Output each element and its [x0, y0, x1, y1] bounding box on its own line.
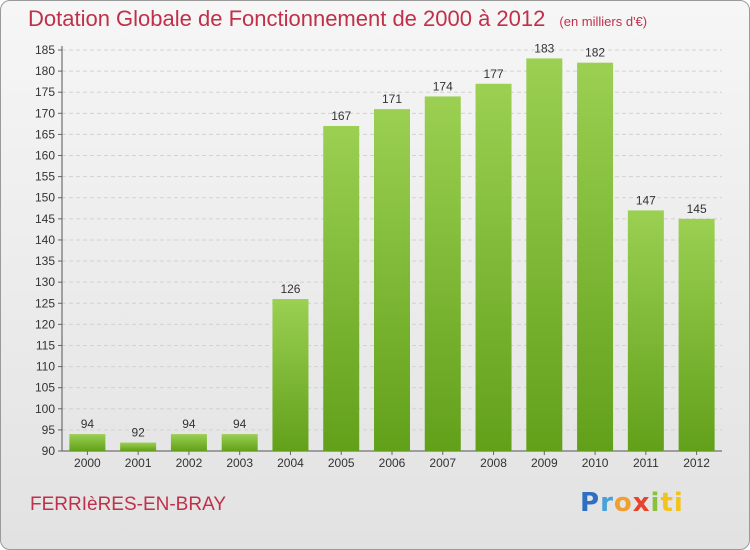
- y-tick-label: 180: [35, 64, 55, 78]
- bar: [323, 125, 360, 452]
- bar: [627, 210, 664, 451]
- y-tick-label: 160: [35, 149, 55, 163]
- bar: [678, 218, 715, 451]
- bar: [272, 299, 309, 451]
- bar: [221, 434, 258, 451]
- y-tick-label: 185: [35, 43, 55, 57]
- y-tick-label: 130: [35, 275, 55, 289]
- y-tick-label: 150: [35, 191, 55, 205]
- bar: [374, 109, 410, 452]
- y-tick-label: 170: [35, 106, 55, 120]
- data-label: 147: [636, 193, 656, 207]
- bar: [120, 442, 157, 451]
- logo-letter: x: [632, 488, 651, 518]
- y-tick-label: 90: [42, 444, 56, 458]
- y-tick-label: 135: [35, 254, 55, 268]
- x-tick-label: 2001: [125, 456, 152, 470]
- x-tick-labels: 2000 2001 2002 2003 2004 2005 2006 2007 2008 2009…: [74, 451, 710, 470]
- x-tick-label: 2008: [480, 456, 507, 470]
- logo-letter: i: [650, 488, 661, 518]
- bar: [170, 434, 207, 451]
- x-tick-label: 2006: [379, 456, 406, 470]
- x-tick-label: 2010: [582, 456, 609, 470]
- data-labels: 94 92 94 94 126 167 171 174 177 183 182 147 145: [81, 41, 707, 439]
- proxiti-logo: Proxiti: [580, 488, 684, 518]
- data-label: 183: [534, 41, 554, 55]
- bar: [475, 83, 512, 451]
- data-label: 94: [182, 417, 196, 431]
- y-tick-label: 145: [35, 212, 55, 226]
- y-tick-labels: 90 95 100 105 110 115 120 125 130 135 140 145 150 155…: [35, 43, 55, 458]
- bars: [69, 58, 715, 452]
- data-label: 182: [585, 46, 605, 60]
- x-tick-label: 2007: [429, 456, 456, 470]
- x-tick-label: 2002: [176, 456, 203, 470]
- y-tick-label: 175: [35, 85, 55, 99]
- y-tick-label: 140: [35, 233, 55, 247]
- logo-letter: ti: [660, 488, 684, 518]
- x-tick-label: 2003: [226, 456, 253, 470]
- y-tick-label: 165: [35, 127, 55, 141]
- data-label: 92: [131, 426, 145, 440]
- logo-letter: o: [613, 488, 633, 518]
- y-tick-label: 110: [36, 360, 55, 374]
- bar: [69, 434, 106, 451]
- x-tick-label: 2005: [328, 456, 355, 470]
- y-tick-label: 95: [42, 423, 56, 437]
- logo-letter: r: [600, 488, 614, 518]
- y-tick-label: 120: [35, 317, 55, 331]
- data-label: 174: [433, 79, 453, 93]
- x-tick-label: 2012: [683, 456, 710, 470]
- y-tick-label: 115: [36, 338, 55, 352]
- bar: [577, 62, 614, 452]
- bar: [526, 58, 563, 451]
- chart-title: Dotation Globale de Fonctionnement de 20…: [28, 6, 647, 32]
- y-tick-label: 125: [35, 296, 55, 310]
- x-tick-label: 2000: [74, 456, 101, 470]
- data-label: 177: [484, 67, 504, 81]
- data-label: 94: [233, 417, 247, 431]
- unit-label: (en milliers d'€): [559, 14, 648, 29]
- data-label: 126: [280, 282, 300, 296]
- y-tick-label: 100: [35, 402, 55, 416]
- bar: [424, 96, 461, 451]
- data-label: 94: [81, 417, 95, 431]
- x-tick-label: 2009: [531, 456, 558, 470]
- x-tick-label: 2004: [277, 456, 304, 470]
- data-label: 167: [331, 109, 351, 123]
- title-text: Dotation Globale de Fonctionnement de 20…: [28, 6, 546, 31]
- data-label: 145: [687, 202, 707, 216]
- y-tick-label: 105: [35, 381, 55, 395]
- y-tick-label: 155: [35, 170, 55, 184]
- commune-name: FERRIèRES-EN-BRAY: [30, 494, 227, 515]
- x-tick-label: 2011: [633, 456, 659, 470]
- data-label: 171: [382, 92, 402, 106]
- logo-letter: P: [580, 488, 601, 518]
